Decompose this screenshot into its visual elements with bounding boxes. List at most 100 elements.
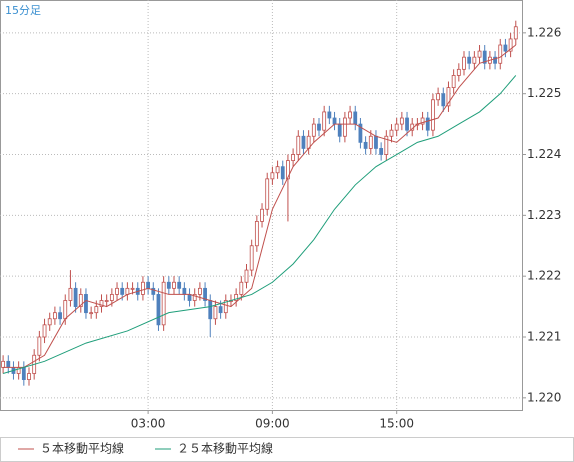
- candle-body: [78, 294, 83, 307]
- legend-label: ５本移動平均線: [40, 441, 124, 456]
- candle-body: [508, 38, 513, 52]
- candle-body: [425, 117, 430, 131]
- candle-body: [286, 160, 290, 180]
- candle-body: [498, 44, 503, 64]
- x-tick-label: 15:00: [379, 417, 414, 431]
- candle-body: [52, 312, 57, 320]
- candle-body: [368, 135, 373, 149]
- candle-body: [467, 56, 472, 64]
- candle-body: [472, 56, 477, 64]
- candle-body: [27, 373, 31, 380]
- candle-body: [156, 294, 161, 326]
- x-tick-label: 03:00: [131, 417, 166, 431]
- candle-body: [21, 367, 26, 380]
- candle-body: [394, 123, 399, 131]
- candle-body: [37, 336, 42, 356]
- candle-body: [47, 318, 52, 326]
- candle-body: [239, 281, 244, 295]
- candle-body: [379, 148, 384, 155]
- candle-body: [446, 87, 451, 107]
- candle-body: [296, 135, 301, 155]
- candle-body: [363, 141, 368, 149]
- candle-body: [68, 287, 73, 301]
- candle-body: [244, 269, 249, 283]
- candle-body: [99, 300, 104, 307]
- candle-body: [249, 245, 254, 271]
- y-tick-label: 1.223: [527, 208, 561, 222]
- candle-body: [130, 287, 135, 290]
- candle-body: [451, 75, 456, 88]
- chart-title: 15分足: [5, 4, 41, 17]
- candle-body: [477, 50, 482, 58]
- candle-body: [456, 68, 461, 76]
- candle-body: [275, 166, 280, 174]
- candle-body: [270, 172, 275, 180]
- moving-average-line: [3, 44, 517, 368]
- moving-average-line: [2, 75, 517, 374]
- candle-body: [482, 50, 487, 64]
- candle-body: [436, 93, 441, 101]
- y-tick-label: 1.221: [527, 330, 561, 344]
- candle-body: [109, 294, 114, 301]
- candle-body: [358, 123, 363, 143]
- candle-body: [342, 117, 347, 137]
- candle-body: [58, 312, 62, 320]
- candle-body: [94, 306, 99, 314]
- candle-body: [420, 117, 425, 125]
- candle-body: [254, 221, 259, 247]
- candle-body: [1, 360, 6, 368]
- candle-body: [399, 117, 404, 125]
- legend-label: ２５本移動平均線: [177, 441, 273, 456]
- grid: [0, 0, 522, 410]
- candle-body: [265, 178, 270, 210]
- candle-body: [311, 123, 316, 137]
- x-tick-label: 09:00: [255, 417, 290, 431]
- candle-body: [280, 166, 285, 180]
- candle-body: [327, 111, 332, 119]
- candle-body: [182, 287, 187, 295]
- candle-body: [104, 300, 109, 302]
- candle-body: [260, 208, 264, 222]
- candle-body: [317, 123, 321, 131]
- candle-body: [197, 287, 202, 295]
- y-tick-label: 1.226: [527, 25, 561, 39]
- candle-body: [120, 287, 125, 295]
- candle-body: [322, 111, 327, 131]
- candle-body: [161, 281, 166, 326]
- candle-body: [384, 135, 389, 155]
- candle-body: [146, 281, 151, 289]
- candle-body: [73, 287, 78, 307]
- candle-body: [151, 287, 156, 295]
- candle-body: [405, 117, 409, 131]
- candle-body: [192, 294, 197, 301]
- candle-body: [63, 300, 68, 320]
- candle-body: [141, 281, 145, 295]
- candle-body: [332, 117, 337, 125]
- candle-body: [353, 111, 358, 125]
- y-tick-label: 1.224: [527, 147, 561, 161]
- candle-body: [493, 56, 497, 64]
- candle-body: [177, 281, 182, 289]
- candle-body: [89, 312, 94, 315]
- candle-body: [234, 294, 239, 301]
- y-tick-label: 1.222: [527, 269, 561, 283]
- candle-body: [172, 281, 176, 289]
- candle-body: [301, 135, 306, 149]
- candle-body: [218, 306, 223, 314]
- candle-body: [208, 300, 213, 320]
- marks: [1, 20, 518, 386]
- candle-body: [431, 99, 435, 131]
- candle-body: [223, 300, 228, 314]
- y-tick-label: 1.225: [527, 86, 561, 100]
- candle-body: [291, 154, 296, 161]
- candle-body: [348, 111, 352, 119]
- candle-body: [6, 360, 11, 368]
- candle-body: [503, 44, 508, 52]
- candle-body: [84, 294, 88, 314]
- candle-body: [213, 306, 218, 320]
- candle-body: [187, 294, 192, 301]
- candle-body: [513, 26, 518, 40]
- legend-box: [0, 437, 574, 462]
- candle-body: [203, 287, 207, 301]
